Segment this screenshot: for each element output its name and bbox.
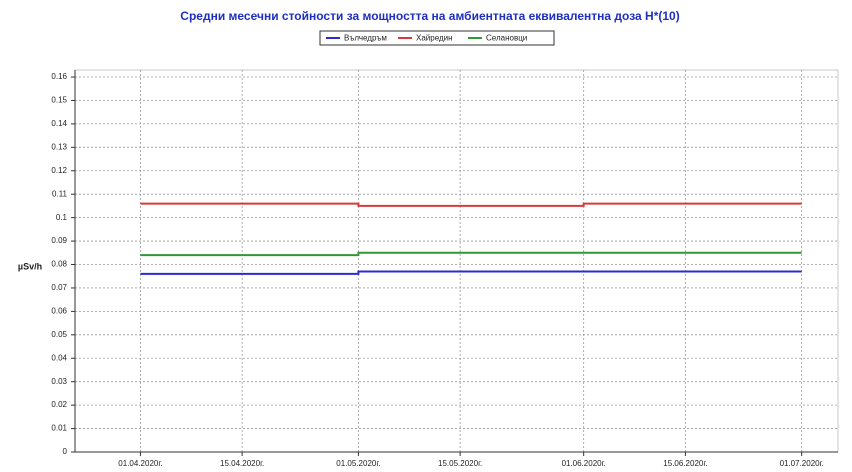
y-tick-label: 0.09 bbox=[51, 236, 67, 245]
legend-label: Вълчедръм bbox=[344, 34, 387, 43]
x-tick-label: 01.07.2020г. bbox=[780, 459, 824, 468]
y-tick-label: 0.11 bbox=[52, 189, 68, 198]
series-line bbox=[140, 202, 802, 207]
y-tick-label: 0.13 bbox=[51, 142, 67, 151]
x-tick-label: 15.04.2020г. bbox=[220, 459, 264, 468]
y-tick-label: 0.02 bbox=[51, 400, 67, 409]
y-tick-label: 0.04 bbox=[51, 353, 67, 362]
y-tick-label: 0.1 bbox=[56, 213, 68, 222]
legend-box bbox=[319, 30, 555, 46]
y-tick-label: 0.15 bbox=[51, 96, 67, 105]
y-tick-label: 0.01 bbox=[51, 424, 67, 433]
y-tick-label: 0.12 bbox=[51, 166, 67, 175]
chart-title: Средни месечни стойности за мощността на… bbox=[180, 9, 679, 23]
y-tick-label: 0.08 bbox=[51, 260, 67, 269]
legend-label: Селановци bbox=[486, 34, 527, 43]
legend-label: Хайредин bbox=[416, 34, 453, 43]
x-tick-label: 15.06.2020г. bbox=[663, 459, 707, 468]
y-tick-label: 0 bbox=[63, 447, 68, 456]
x-tick-label: 01.04.2020г. bbox=[118, 459, 162, 468]
series-line bbox=[140, 270, 802, 275]
plot-area bbox=[74, 69, 839, 453]
y-tick-label: 0.05 bbox=[51, 330, 67, 339]
y-tick-label: 0.03 bbox=[51, 377, 67, 386]
y-axis-label: µSv/h bbox=[18, 261, 42, 271]
x-tick-label: 15.05.2020г. bbox=[438, 459, 482, 468]
x-tick-label: 01.06.2020г. bbox=[562, 459, 606, 468]
series-line bbox=[140, 251, 802, 257]
y-tick-label: 0.06 bbox=[51, 306, 67, 315]
y-tick-label: 0.16 bbox=[51, 72, 67, 81]
y-tick-label: 0.07 bbox=[51, 283, 67, 292]
y-tick-label: 0.14 bbox=[51, 119, 67, 128]
x-tick-label: 01.05.2020г. bbox=[336, 459, 380, 468]
